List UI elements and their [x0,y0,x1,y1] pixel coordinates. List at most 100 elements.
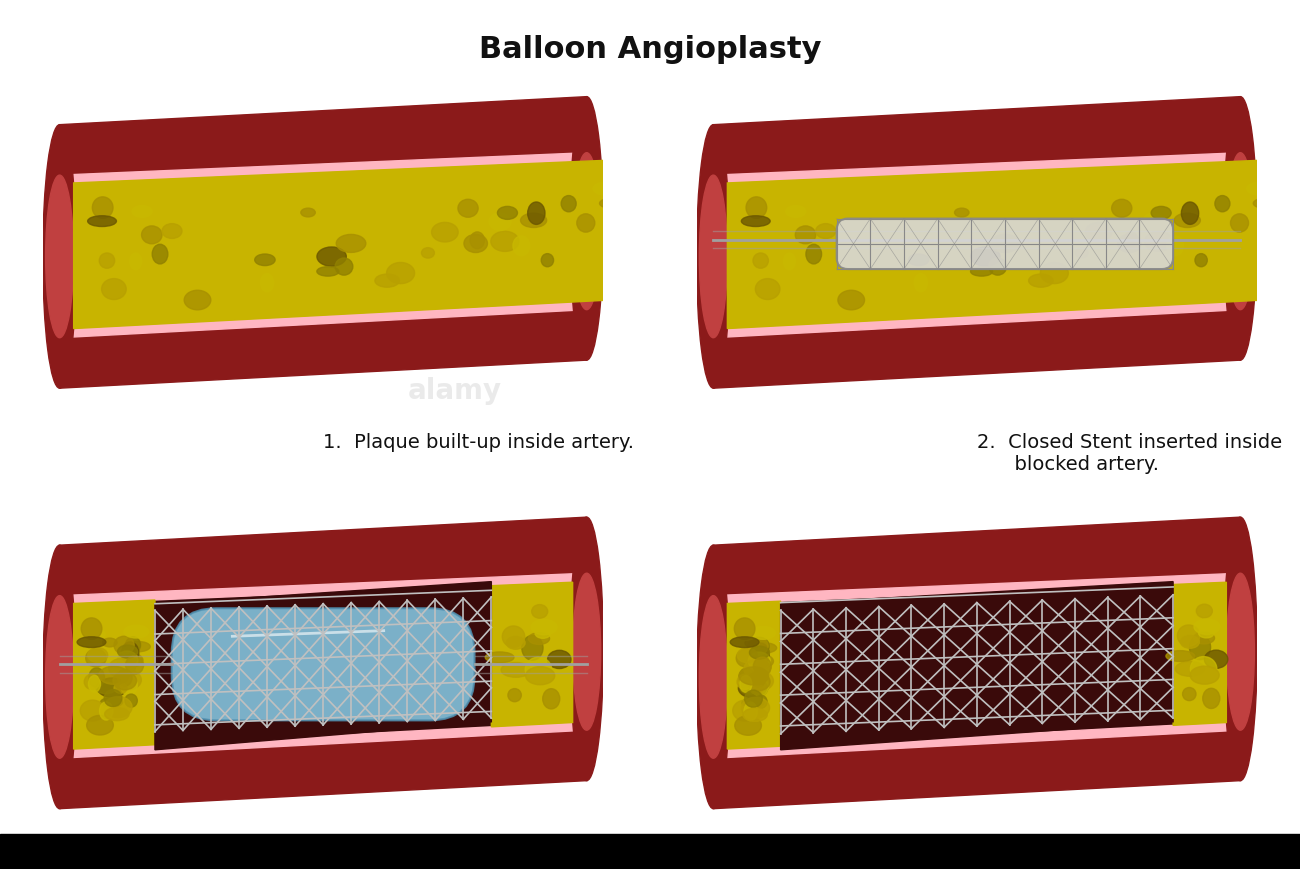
Polygon shape [155,582,491,750]
Ellipse shape [750,684,763,694]
Ellipse shape [1226,574,1254,730]
Ellipse shape [124,641,151,652]
Ellipse shape [121,675,138,695]
Text: Image ID: 2B9EBTW
www.alamy.com: Image ID: 2B9EBTW www.alamy.com [1162,837,1274,858]
Ellipse shape [1223,97,1257,361]
Ellipse shape [1144,232,1173,252]
Ellipse shape [87,715,113,735]
Polygon shape [60,154,586,184]
Ellipse shape [109,659,135,678]
Ellipse shape [547,651,571,669]
Polygon shape [1173,582,1226,726]
Ellipse shape [121,642,139,665]
Ellipse shape [1143,214,1165,231]
Ellipse shape [1190,635,1210,660]
Ellipse shape [1175,662,1205,676]
Ellipse shape [699,596,728,759]
Polygon shape [60,582,586,750]
Ellipse shape [572,154,601,310]
Ellipse shape [746,197,767,219]
Ellipse shape [521,636,543,660]
Ellipse shape [255,255,276,266]
Ellipse shape [43,125,77,388]
Ellipse shape [386,263,415,284]
Ellipse shape [87,648,108,663]
Ellipse shape [1204,650,1227,668]
Ellipse shape [1166,651,1195,661]
Ellipse shape [81,618,101,640]
Ellipse shape [744,660,771,679]
Ellipse shape [954,209,968,217]
FancyBboxPatch shape [837,219,1173,269]
Ellipse shape [525,667,555,685]
Ellipse shape [458,200,478,218]
Ellipse shape [532,605,547,619]
Ellipse shape [749,647,770,660]
Ellipse shape [572,574,601,730]
Ellipse shape [569,97,603,361]
Ellipse shape [317,248,346,267]
Ellipse shape [740,676,751,693]
Text: alamy: alamy [408,377,502,405]
Ellipse shape [755,695,767,708]
Polygon shape [60,574,586,604]
Ellipse shape [103,639,117,647]
Ellipse shape [542,689,560,709]
Ellipse shape [525,658,551,682]
Ellipse shape [1040,263,1069,284]
Ellipse shape [738,679,768,698]
Ellipse shape [785,206,806,218]
Ellipse shape [532,620,558,635]
Ellipse shape [118,669,133,687]
Ellipse shape [838,291,864,310]
Ellipse shape [101,279,126,300]
Ellipse shape [1166,236,1183,256]
Ellipse shape [498,207,517,220]
Ellipse shape [733,700,758,721]
Polygon shape [60,730,586,809]
Ellipse shape [84,628,105,640]
Ellipse shape [88,676,100,693]
Polygon shape [780,582,1173,750]
Ellipse shape [260,275,274,293]
Ellipse shape [1086,223,1112,242]
Ellipse shape [514,236,530,256]
Polygon shape [60,97,586,176]
Ellipse shape [1028,275,1053,288]
Ellipse shape [464,235,488,253]
Ellipse shape [751,671,766,687]
Ellipse shape [88,668,104,687]
Ellipse shape [1118,235,1141,253]
Ellipse shape [1182,202,1199,225]
Ellipse shape [1199,628,1214,638]
Ellipse shape [142,227,162,244]
Polygon shape [60,722,586,759]
Polygon shape [74,600,155,749]
Ellipse shape [569,518,603,780]
Ellipse shape [1191,657,1217,681]
Text: 3.  Balloon inflated to expand stent.: 3. Balloon inflated to expand stent. [43,852,393,869]
Ellipse shape [1183,687,1196,700]
Ellipse shape [1174,214,1200,229]
Ellipse shape [104,697,133,718]
Ellipse shape [99,254,114,269]
Ellipse shape [562,196,576,213]
Text: 4.  Balloon removed from expanded
      stent.: 4. Balloon removed from expanded stent. [697,852,1048,869]
Ellipse shape [520,214,547,229]
Ellipse shape [421,249,434,259]
Ellipse shape [77,637,105,647]
Ellipse shape [126,637,140,653]
Ellipse shape [92,197,113,219]
Ellipse shape [754,639,770,654]
Ellipse shape [317,268,339,277]
Ellipse shape [742,699,764,707]
Ellipse shape [750,643,776,653]
Ellipse shape [989,235,1019,253]
Ellipse shape [46,596,74,759]
Ellipse shape [133,206,152,218]
Ellipse shape [815,224,836,239]
Ellipse shape [86,649,107,667]
Ellipse shape [1190,667,1219,685]
Ellipse shape [1226,154,1254,310]
Ellipse shape [1195,255,1208,268]
